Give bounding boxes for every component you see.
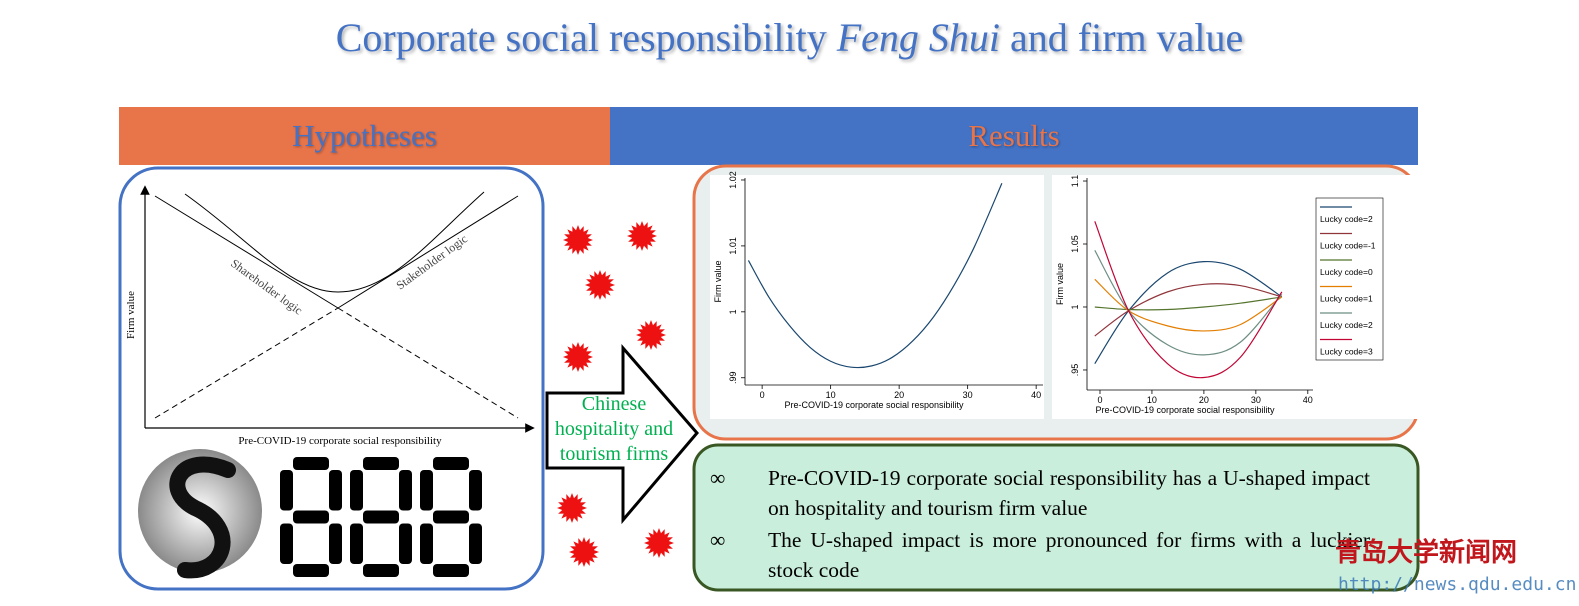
y-tick-label: 1.02 xyxy=(728,171,738,189)
legend-box xyxy=(1315,197,1384,361)
findings-panel xyxy=(692,443,1420,592)
header-left: Hypotheses xyxy=(292,118,437,153)
x-tick-label: 30 xyxy=(1251,395,1261,405)
decorations xyxy=(280,221,674,577)
arrow xyxy=(545,343,699,525)
watermark-url: http://news.qdu.edu.cn xyxy=(1338,574,1577,595)
legend-label: Lucky code=1 xyxy=(1320,294,1373,304)
segment xyxy=(433,564,469,577)
y-tick-label: .95 xyxy=(1070,364,1080,377)
starburst xyxy=(569,537,599,567)
segment xyxy=(363,564,399,577)
segment xyxy=(469,523,482,564)
x-tick-label: 0 xyxy=(760,390,765,400)
series-line xyxy=(1094,260,1283,364)
segment xyxy=(280,523,293,564)
title: Corporate social responsibility Feng Shu… xyxy=(0,14,1579,61)
x-tick-label: 0 xyxy=(1097,395,1102,405)
legend-label: Lucky code=2 xyxy=(1320,214,1373,224)
x-tick-label: 20 xyxy=(1199,395,1209,405)
u-curve xyxy=(184,191,485,293)
segment xyxy=(350,523,363,564)
y-tick-label: 1.05 xyxy=(1070,235,1080,253)
title-emphasis: Feng Shui xyxy=(836,15,1001,60)
segment xyxy=(293,564,329,577)
legend-label: Lucky code=2 xyxy=(1320,320,1373,330)
shareholder-line xyxy=(154,195,339,309)
stakeholder-line-dashed xyxy=(154,307,339,419)
segment xyxy=(363,510,399,524)
x-tick-label: 10 xyxy=(826,390,836,400)
starburst xyxy=(563,225,593,255)
x-axis-label: Pre-COVID-19 corporate social responsibi… xyxy=(1095,405,1275,415)
series-line xyxy=(1094,278,1283,332)
segment xyxy=(280,470,293,511)
starburst xyxy=(644,528,674,558)
segment xyxy=(469,470,482,511)
title-text: Corporate social responsibility xyxy=(335,15,837,60)
legend-label: Lucky code=0 xyxy=(1320,267,1373,277)
segment xyxy=(420,523,433,564)
header-right: Results xyxy=(968,118,1060,153)
bullet: ∞ xyxy=(710,466,726,490)
x-tick-label: 30 xyxy=(963,390,973,400)
segment xyxy=(420,470,433,511)
legend-label: Lucky code=-1 xyxy=(1320,241,1376,251)
starburst xyxy=(627,221,657,251)
series-line xyxy=(1094,283,1282,337)
y-tick-label: 1 xyxy=(1070,304,1080,309)
header-left-bar xyxy=(119,107,610,165)
axis-label: Firm value xyxy=(125,291,137,339)
segment xyxy=(329,470,342,511)
watermark: 青岛大学新闻网 xyxy=(1335,538,1518,568)
finding: ∞ Pre-COVID-19 corporate social responsib… xyxy=(710,463,1370,523)
segment xyxy=(433,510,469,524)
x-tick-label: 10 xyxy=(1147,395,1157,405)
starburst xyxy=(557,493,587,523)
x-tick-label: 40 xyxy=(1303,395,1313,405)
finding: ∞ The U-shaped impact is more pronounced … xyxy=(710,525,1370,585)
series-line xyxy=(747,183,1003,369)
segment xyxy=(433,457,469,470)
stakeholder-line xyxy=(337,195,519,309)
y-axis-label: Firm value xyxy=(1055,263,1065,305)
segment xyxy=(363,457,399,470)
title-text: and firm value xyxy=(1000,15,1244,60)
segment xyxy=(293,510,329,524)
header-right-bar xyxy=(610,107,1418,165)
segment xyxy=(399,470,412,511)
y-tick-label: 1 xyxy=(728,309,738,314)
x-axis-label: Pre-COVID-19 corporate social responsibi… xyxy=(784,400,964,410)
y-tick-label: 1.1 xyxy=(1070,175,1080,188)
segment xyxy=(293,457,329,470)
shareholder-line-dashed xyxy=(337,307,519,419)
series-line xyxy=(1094,221,1283,379)
emblem-stroke xyxy=(169,456,236,579)
y-tick-label: .99 xyxy=(728,371,738,384)
y-axis-label: Firm value xyxy=(713,260,723,302)
finding-text: Pre-COVID-19 corporate social responsibi… xyxy=(768,466,1370,520)
starburst xyxy=(563,342,593,372)
arrow-text: Chinese hospitality and tourism firms xyxy=(554,393,674,465)
x-tick-label: 40 xyxy=(1031,390,1041,400)
axis-label: Pre-COVID-19 corporate social responsibi… xyxy=(238,435,442,447)
chart-bg xyxy=(710,175,1044,419)
starburst xyxy=(636,320,666,350)
segment xyxy=(350,470,363,511)
bullet: ∞ xyxy=(710,528,726,552)
legend-label: Lucky code=3 xyxy=(1320,347,1373,357)
y-tick-label: 1.01 xyxy=(728,237,738,255)
segment xyxy=(399,523,412,564)
segment xyxy=(329,523,342,564)
series-line xyxy=(1094,250,1283,356)
series-line xyxy=(1094,296,1282,311)
finding-text: The U-shaped impact is more pronounced f… xyxy=(768,528,1370,582)
starburst xyxy=(585,270,615,300)
x-tick-label: 20 xyxy=(894,390,904,400)
